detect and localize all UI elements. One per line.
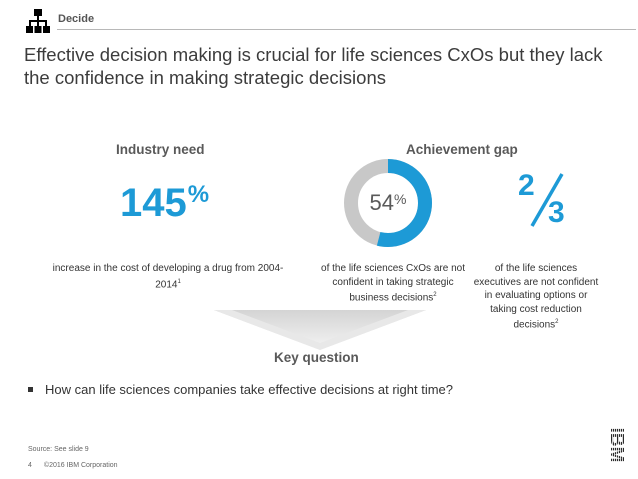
achievement-gap-heading: Achievement gap (406, 142, 518, 157)
executives-confidence-caption-text: of the life sciences executives are not … (473, 263, 599, 331)
industry-need-heading: Industry need (116, 142, 205, 157)
key-question-bullet: How can life sciences companies take eff… (28, 382, 453, 397)
footnote-marker: 2 (555, 319, 559, 325)
source-note: Source: See slide 9 (28, 446, 89, 453)
donut-value: 54 (369, 190, 395, 215)
ibm-logo: IBM (606, 428, 627, 463)
cost-increase-caption-text: increase in the cost of developing a dru… (52, 263, 284, 290)
cost-increase-unit: % (187, 181, 210, 208)
fraction-denominator: 3 (548, 196, 565, 229)
footer: 4 ©2016 IBM Corporation (28, 462, 118, 469)
cxo-confidence-caption: of the life sciences CxOs are not confid… (316, 262, 470, 305)
page-number: 4 (28, 462, 32, 469)
cost-increase-stat: 145% (120, 181, 210, 225)
footnote-marker: 1 (177, 278, 181, 285)
executives-confidence-caption: of the life sciences executives are not … (470, 262, 602, 332)
donut-value-label: 54% (344, 190, 432, 216)
donut-value-arc (344, 159, 432, 247)
two-thirds-fraction: 2 3 (518, 171, 565, 229)
chevron-down-shape (214, 310, 426, 350)
key-question-text: How can life sciences companies take eff… (45, 382, 454, 397)
key-question-heading: Key question (274, 350, 359, 365)
cost-increase-number: 145 (120, 181, 187, 225)
section-label: Decide (58, 13, 95, 25)
donut-unit: % (394, 191, 407, 207)
cost-increase-caption: increase in the cost of developing a dru… (48, 262, 288, 291)
fraction-numerator: 2 (518, 171, 535, 202)
copyright: ©2016 IBM Corporation (43, 462, 118, 469)
confidence-donut-chart (344, 159, 432, 247)
org-chart-icon (26, 9, 50, 33)
ibm-logo-text: IBM (606, 428, 627, 463)
cxo-confidence-caption-text: of the life sciences CxOs are not confid… (321, 263, 465, 304)
footnote-marker: 2 (433, 292, 437, 298)
fraction-slash (530, 173, 564, 227)
bullet-square-icon (28, 387, 33, 392)
slide-title: Effective decision making is crucial for… (24, 44, 603, 88)
header-divider (57, 29, 636, 30)
